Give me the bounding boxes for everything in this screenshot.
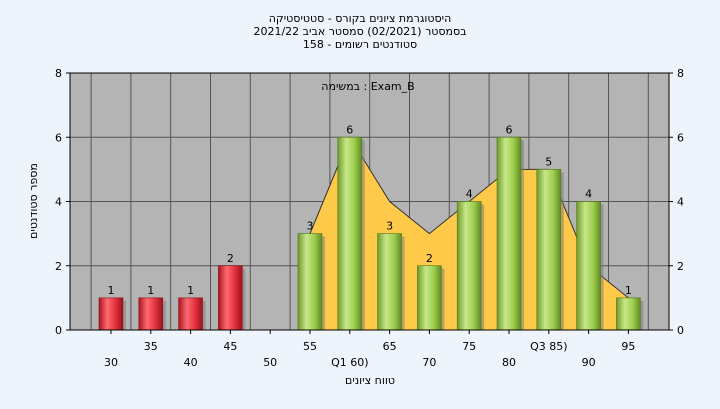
y-axis-label: מספר סטודנטים [27,163,40,239]
bar [417,265,442,331]
bar-shadow [560,172,564,330]
bar-value-label: 6 [346,123,353,136]
bar-shadow [202,300,206,330]
y-tick-left: 6 [55,131,62,144]
x-tick-label: 30 [104,356,118,369]
x-axis-label: טווח ציונים [345,374,395,387]
bar-shadow [361,140,365,330]
y-tick-left: 8 [55,67,62,80]
x-tick-label: 50 [263,356,277,369]
bar-value-label: 3 [386,220,393,233]
x-tick-label: 80 [502,356,516,369]
bar [616,297,641,331]
bar-value-label: 2 [227,252,234,265]
bar-shadow [640,300,644,330]
x-tick-label: Q3 85) [530,340,567,353]
chart-annotation: במשימה : Exam_B [321,80,414,93]
bar-shadow [401,236,405,330]
bar-value-label: 2 [426,252,433,265]
bar-shadow [481,204,485,330]
x-tick-label: Q1 60) [331,356,368,369]
y-tick-left: 0 [55,324,62,337]
bar [297,233,323,331]
bar-shadow [123,300,126,330]
value-labels-layer: 1 1 1 2 3 6 3 2 4 6 5 4 1 [108,123,632,297]
bar [576,201,601,331]
bar-value-label: 4 [466,188,473,201]
bar-shadow [600,204,604,330]
y-tick-right: 2 [677,260,684,273]
y-tick-right: 6 [677,131,684,144]
x-tick-label: 95 [621,340,635,353]
bar-shadow [162,300,166,330]
y-tick-left: 4 [55,196,62,209]
bar-value-label: 1 [187,284,194,297]
bar-value-label: 3 [307,220,314,233]
bar-shadow [322,236,325,330]
chart-title-line-2: בסמסטר (02/2021) סמסטר אביב 2021/22 [253,25,466,38]
y-tick-right: 4 [677,196,684,209]
y-tick-left: 2 [55,260,62,273]
chart-title-line-1: היסטוגרמת ציונים בקורס - סטטיסטיקה [269,12,452,25]
bar [496,136,522,331]
bar [536,169,562,331]
bars-layer [98,136,644,331]
x-tick-label: 65 [383,340,397,353]
bar-value-label: 5 [545,155,552,168]
x-tick-label: 70 [422,356,436,369]
bar [456,201,482,331]
bar-shadow [441,268,445,330]
x-tick-label: 55 [303,340,317,353]
bar-value-label: 6 [506,123,513,136]
x-tick-label: 90 [582,356,596,369]
bar-value-label: 1 [625,284,632,297]
y-tick-right: 0 [677,324,684,337]
bar-value-label: 1 [147,284,154,297]
bar-shadow [521,140,524,330]
bar-value-label: 4 [585,188,592,201]
bar-value-label: 1 [108,284,115,297]
bar [377,233,402,331]
x-tick-label: 40 [184,356,198,369]
x-tick-label: 35 [144,340,158,353]
bar [98,297,124,331]
bar-shadow [242,268,246,330]
x-tick-label: 75 [462,340,476,353]
bar [178,297,203,331]
bar [337,136,363,331]
bar [138,297,164,331]
chart-title-line-3: סטודנטים רשומים - 158 [303,38,417,51]
bar [218,265,243,331]
x-tick-label: 45 [223,340,237,353]
y-tick-right: 8 [677,67,684,80]
